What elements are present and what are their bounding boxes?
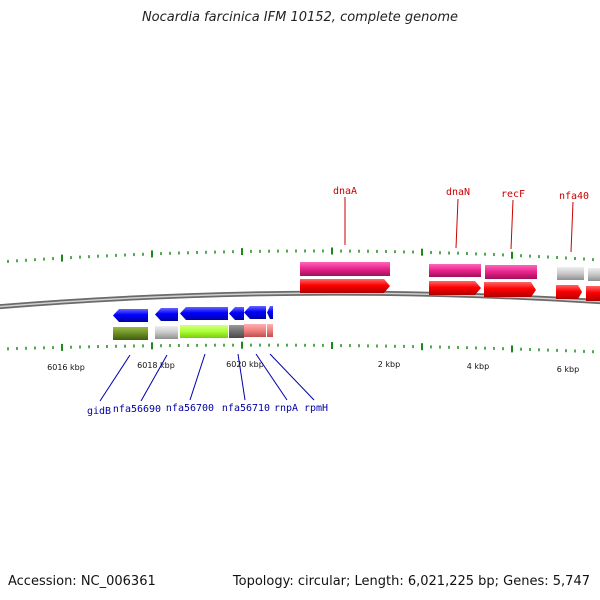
scale-label-2kbp: 2 kbp — [378, 360, 400, 369]
feature-recF[interactable] — [485, 265, 537, 279]
gene-nfa56700-arrow[interactable] — [180, 307, 228, 320]
genome-summary-text: Topology: circular; Length: 6,021,225 bp… — [232, 574, 590, 589]
gene-label-dnaN[interactable]: dnaN — [446, 187, 470, 198]
reverse-leader-lines — [99, 353, 315, 402]
scale-label-6018kbp: 6018 kbp — [137, 361, 175, 370]
scale-label-6016kbp: 6016 kbp — [47, 363, 85, 372]
gene-nfa40-arrow[interactable] — [556, 285, 582, 299]
feature-gidB[interactable] — [113, 327, 148, 340]
scale-label-4kbp: 4 kbp — [467, 362, 489, 371]
accession-text: Accession: NC_006361 — [8, 574, 156, 589]
gene-next-arrow[interactable] — [586, 286, 600, 301]
genome-backbone-highlight — [0, 292, 600, 308]
gene-label-recF[interactable]: recF — [501, 189, 525, 200]
gene-label-rnpA[interactable]: rnpA — [274, 403, 298, 414]
leader-rpmH — [269, 353, 315, 401]
map-title: Nocardia farcinica IFM 10152, complete g… — [141, 10, 459, 25]
leader-rnpA — [255, 353, 288, 401]
gene-label-dnaA[interactable]: dnaA — [333, 186, 357, 197]
scale-label-6020kbp: 6020 kbp — [226, 360, 264, 369]
leader-nfa56710 — [237, 353, 246, 401]
gene-gidB-arrow[interactable] — [113, 309, 148, 322]
feature-next-gray[interactable] — [588, 268, 600, 281]
scale-label-6kbp: 6 kbp — [557, 365, 579, 374]
gene-dnaN-arrow[interactable] — [429, 281, 481, 295]
leader-nfa56690 — [140, 354, 168, 402]
feature-nfa56700[interactable] — [180, 325, 228, 338]
feature-nfa56690[interactable] — [155, 326, 178, 339]
inner-tick-marks — [7, 341, 594, 354]
outer-tick-marks — [7, 247, 594, 263]
leader-nfa56700 — [189, 353, 206, 401]
leader-recF — [510, 199, 514, 250]
gene-label-nfa40[interactable]: nfa40 — [559, 191, 589, 202]
gene-dnaA-arrow[interactable] — [300, 279, 390, 293]
gene-label-gidB[interactable]: gidB — [87, 406, 111, 417]
feature-rpmH[interactable] — [267, 324, 273, 337]
leader-dnaN — [455, 198, 459, 249]
gene-label-nfa56700[interactable]: nfa56700 — [166, 403, 214, 414]
gene-rpmH-arrow[interactable] — [267, 306, 273, 319]
forward-leader-lines — [344, 197, 574, 253]
feature-dnaN[interactable] — [429, 264, 481, 277]
gene-label-rpmH[interactable]: rpmH — [304, 403, 328, 414]
leader-nfa40 — [570, 201, 574, 253]
gene-nfa56690-arrow[interactable] — [155, 308, 178, 321]
gene-label-nfa56710[interactable]: nfa56710 — [222, 403, 270, 414]
feature-nfa56710[interactable] — [229, 325, 244, 338]
feature-rnpA[interactable] — [244, 324, 266, 337]
leader-gidB — [99, 354, 131, 402]
gene-nfa56710-arrow[interactable] — [229, 307, 244, 320]
feature-nfa40[interactable] — [557, 267, 584, 280]
feature-dnaA[interactable] — [300, 262, 390, 276]
gene-rnpA-arrow[interactable] — [244, 306, 266, 319]
gene-label-nfa56690[interactable]: nfa56690 — [113, 404, 161, 415]
gene-recF-arrow[interactable] — [484, 282, 536, 297]
